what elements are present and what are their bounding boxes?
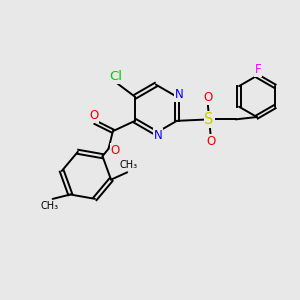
- Text: S: S: [205, 112, 214, 127]
- Text: O: O: [203, 91, 212, 104]
- Text: N: N: [154, 129, 163, 142]
- Text: O: O: [110, 144, 120, 157]
- Text: Cl: Cl: [109, 70, 122, 83]
- Text: O: O: [206, 135, 215, 148]
- Text: CH₃: CH₃: [119, 160, 137, 170]
- Text: N: N: [175, 88, 184, 101]
- Text: O: O: [89, 109, 98, 122]
- Text: F: F: [255, 63, 262, 76]
- Text: CH₃: CH₃: [40, 201, 59, 211]
